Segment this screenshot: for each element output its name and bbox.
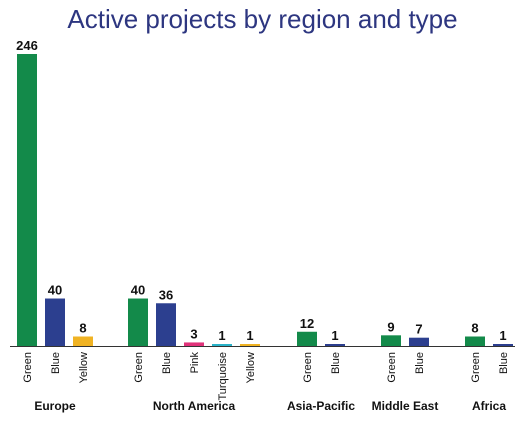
value-label-north-america-pink: 3 [190,326,197,341]
bar-north-america-blue [156,303,176,346]
value-label-africa-green: 8 [471,321,478,336]
bar-asia-pacific-green [297,331,317,346]
group-label-africa: Africa [472,399,506,413]
category-label-asia-pacific-green: Green [302,352,314,383]
bar-europe-blue [45,298,65,346]
category-label-asia-pacific-blue: Blue [330,352,342,374]
bar-europe-green [17,54,37,346]
group-label-europe: Europe [34,399,76,413]
bar-north-america-turquoise [212,344,232,346]
group-label-middle-east: Middle East [372,399,439,413]
chart-title: Active projects by region and type [67,4,458,34]
value-label-middle-east-blue: 7 [415,322,422,337]
value-label-north-america-blue: 36 [159,287,173,302]
bar-north-america-green [128,298,148,346]
bar-europe-yellow [73,336,93,346]
category-label-africa-green: Green [470,352,482,383]
group-label-asia-pacific: Asia-Pacific [287,399,355,413]
bar-africa-green [465,336,485,346]
category-label-middle-east-green: Green [386,352,398,383]
category-label-africa-blue: Blue [498,352,510,374]
bar-africa-blue [493,344,513,346]
category-label-north-america-green: Green [133,352,145,383]
group-label-north-america: North America [153,399,236,413]
value-label-europe-blue: 40 [48,283,62,298]
value-label-europe-yellow: 8 [79,321,86,336]
bar-middle-east-green [381,335,401,346]
bar-middle-east-blue [409,337,429,346]
bar-north-america-pink [184,342,204,346]
category-label-north-america-turquoise: Turquoise [217,352,229,401]
value-label-africa-blue: 1 [499,328,506,343]
value-label-north-america-yellow: 1 [246,328,253,343]
value-label-asia-pacific-green: 12 [300,316,314,331]
bar-north-america-yellow [240,344,260,346]
value-label-asia-pacific-blue: 1 [331,328,338,343]
value-label-europe-green: 246 [16,38,38,53]
category-label-north-america-blue: Blue [161,352,173,374]
value-label-north-america-turquoise: 1 [218,328,225,343]
category-label-north-america-yellow: Yellow [245,352,257,383]
value-label-north-america-green: 40 [131,283,145,298]
category-label-europe-blue: Blue [50,352,62,374]
category-label-north-america-pink: Pink [189,352,201,374]
category-label-middle-east-blue: Blue [414,352,426,374]
category-label-europe-yellow: Yellow [78,352,90,383]
bar-asia-pacific-blue [325,344,345,346]
category-label-europe-green: Green [22,352,34,383]
value-label-middle-east-green: 9 [387,319,394,334]
